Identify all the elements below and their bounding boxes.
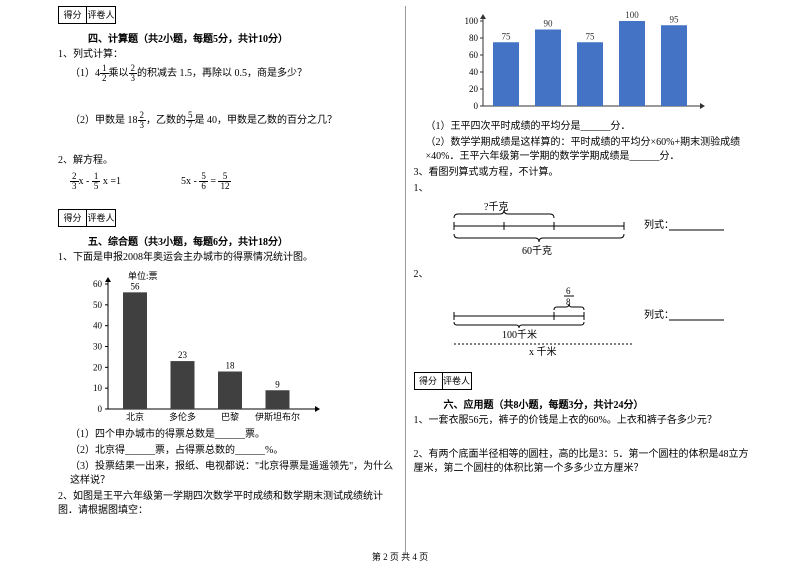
score-cell: 得分 [59,7,87,23]
t: x - [79,176,92,187]
t: （2）甲数是 18 [70,115,138,126]
vote-chart: 单位:票 0 10 20 30 40 50 60 56 北京 23 多伦多 18 巴黎 9 伊斯坦布尔 [78,269,328,424]
svg-text:单位:票: 单位:票 [128,270,158,281]
section-6-title: 六、应用题（共8小题，每题3分，共计24分） [444,396,753,411]
t: （1）4 [70,68,100,79]
eq2: 5x - 56 = 512 [181,172,231,191]
d2-frac-n: 6 [566,286,571,296]
svg-text:23: 23 [178,350,188,360]
right-column: 0 20 40 60 80 100 75 90 75 100 95 （1）王平四次平时成绩的平均分是… [406,6,761,555]
diagram-2: 6 8 100千米 x 千米 列式： [444,286,753,356]
s5q1: 1、下面是申报2008年奥运会主办城市的得票情况统计图。 [58,251,397,265]
svg-text:75: 75 [501,31,511,41]
rq3-2: 2、 [414,268,753,282]
svg-text:100: 100 [625,10,639,20]
eq1: 23x - 15 x =1 [70,172,121,191]
score-box: 得分 评卷人 [414,372,472,390]
d2-lbl: 列式： [644,308,674,321]
t: = [208,176,219,187]
q1a: （1）412乘以23的积减去 1.5，再除以 0.5，商是多少？ [70,64,397,83]
s5q1c: （3）投票结果一出来，报纸、电视都说："北京得票是遥遥领先"，为什么这样说？ [70,460,397,488]
frac: 23 [138,111,147,130]
score-box: 得分 评卷人 [58,6,116,24]
svg-text:60: 60 [469,50,479,60]
svg-text:75: 75 [585,31,595,41]
q2-label: 2、解方程。 [58,154,397,168]
d1-bot: 60千克 [522,245,552,257]
s6q2: 2、有两个底面半径相等的圆柱，高的比是3：5．第一个圆柱的体积是48立方厘米，第… [414,448,753,476]
d2-bot: x 千米 [529,345,557,356]
svg-text:50: 50 [93,300,103,310]
s5q2: 2、如图是王平六年级第一学期四次数学平时成绩和数学期末测试成绩统计图．请根据图填… [58,490,397,518]
svg-text:20: 20 [469,84,479,94]
svg-text:巴黎: 巴黎 [221,411,239,422]
grader-cell: 评卷人 [87,210,115,226]
s5q1b: （2）北京得______票，占得票总数的______%。 [70,444,397,458]
t: 是 40，甲数是乙数的百分之几？ [195,115,338,126]
score-chart: 0 20 40 60 80 100 75 90 75 100 95 [453,6,713,116]
rq2: （2）数学学期成绩是这样算的：平时成绩的平均分×60%+期末测验成绩×40%．王… [426,136,753,164]
svg-text:100: 100 [464,16,478,26]
section-4-title: 四、计算题（共2小题，每题5分，共计10分） [88,30,397,45]
svg-text:20: 20 [93,362,103,372]
svg-text:60: 60 [93,279,103,289]
s5q1a: （1）四个申办城市的得票总数是______票。 [70,428,397,442]
score-cell: 得分 [59,210,87,226]
t: 5x - [181,176,199,187]
grader-cell: 评卷人 [87,7,115,23]
svg-text:10: 10 [93,383,103,393]
t: 的积减去 1.5，再除以 0.5，商是多少？ [137,68,307,79]
svg-text:80: 80 [469,33,479,43]
frac: 23 [129,64,138,83]
score-cell: 得分 [415,373,443,389]
frac: 12 [100,64,109,83]
rq3-1: 1、 [414,182,753,196]
svg-text:30: 30 [93,342,103,352]
grader-cell: 评卷人 [443,373,471,389]
svg-text:0: 0 [473,101,478,111]
s6q1: 1、一套衣服56元，裤子的价钱是上衣的60%。上衣和裤子各多少元？ [414,414,753,428]
rq3: 3、看图列算式或方程，不计算。 [414,166,753,180]
left-column: 得分 评卷人 四、计算题（共2小题，每题5分，共计10分） 1、列式计算： （1… [50,6,406,555]
svg-text:40: 40 [469,67,479,77]
svg-text:多伦多: 多伦多 [169,411,196,422]
svg-text:90: 90 [543,19,553,29]
page-footer: 第 2 页 共 4 页 [0,550,800,563]
d2-mid: 100千米 [502,328,537,341]
svg-text:18: 18 [226,361,236,371]
section-5-title: 五、综合题（共3小题，每题6分，共计18分） [88,233,397,248]
diagram-1: ?千克 60千克 列式： [444,200,753,260]
d1-top: ?千克 [484,201,508,213]
svg-text:9: 9 [275,379,280,389]
svg-text:56: 56 [131,281,141,291]
equations: 23x - 15 x =1 5x - 56 = 512 [70,172,397,191]
q1b: （2）甲数是 1823，乙数的57是 40，甲数是乙数的百分之几？ [70,111,397,130]
d1-lbl: 列式： [644,218,674,231]
svg-text:95: 95 [669,14,679,24]
frac: 57 [186,111,195,130]
rq1: （1）王平四次平时成绩的平均分是______分． [426,120,753,134]
score-box: 得分 评卷人 [58,209,116,227]
t: ，乙数的 [146,115,186,126]
q1-label: 1、列式计算： [58,48,397,62]
svg-text:0: 0 [98,404,103,414]
svg-text:40: 40 [93,321,103,331]
svg-text:伊斯坦布尔: 伊斯坦布尔 [255,411,300,422]
svg-text:北京: 北京 [126,411,144,422]
t: 乘以 [109,68,129,79]
t: x =1 [100,176,121,187]
